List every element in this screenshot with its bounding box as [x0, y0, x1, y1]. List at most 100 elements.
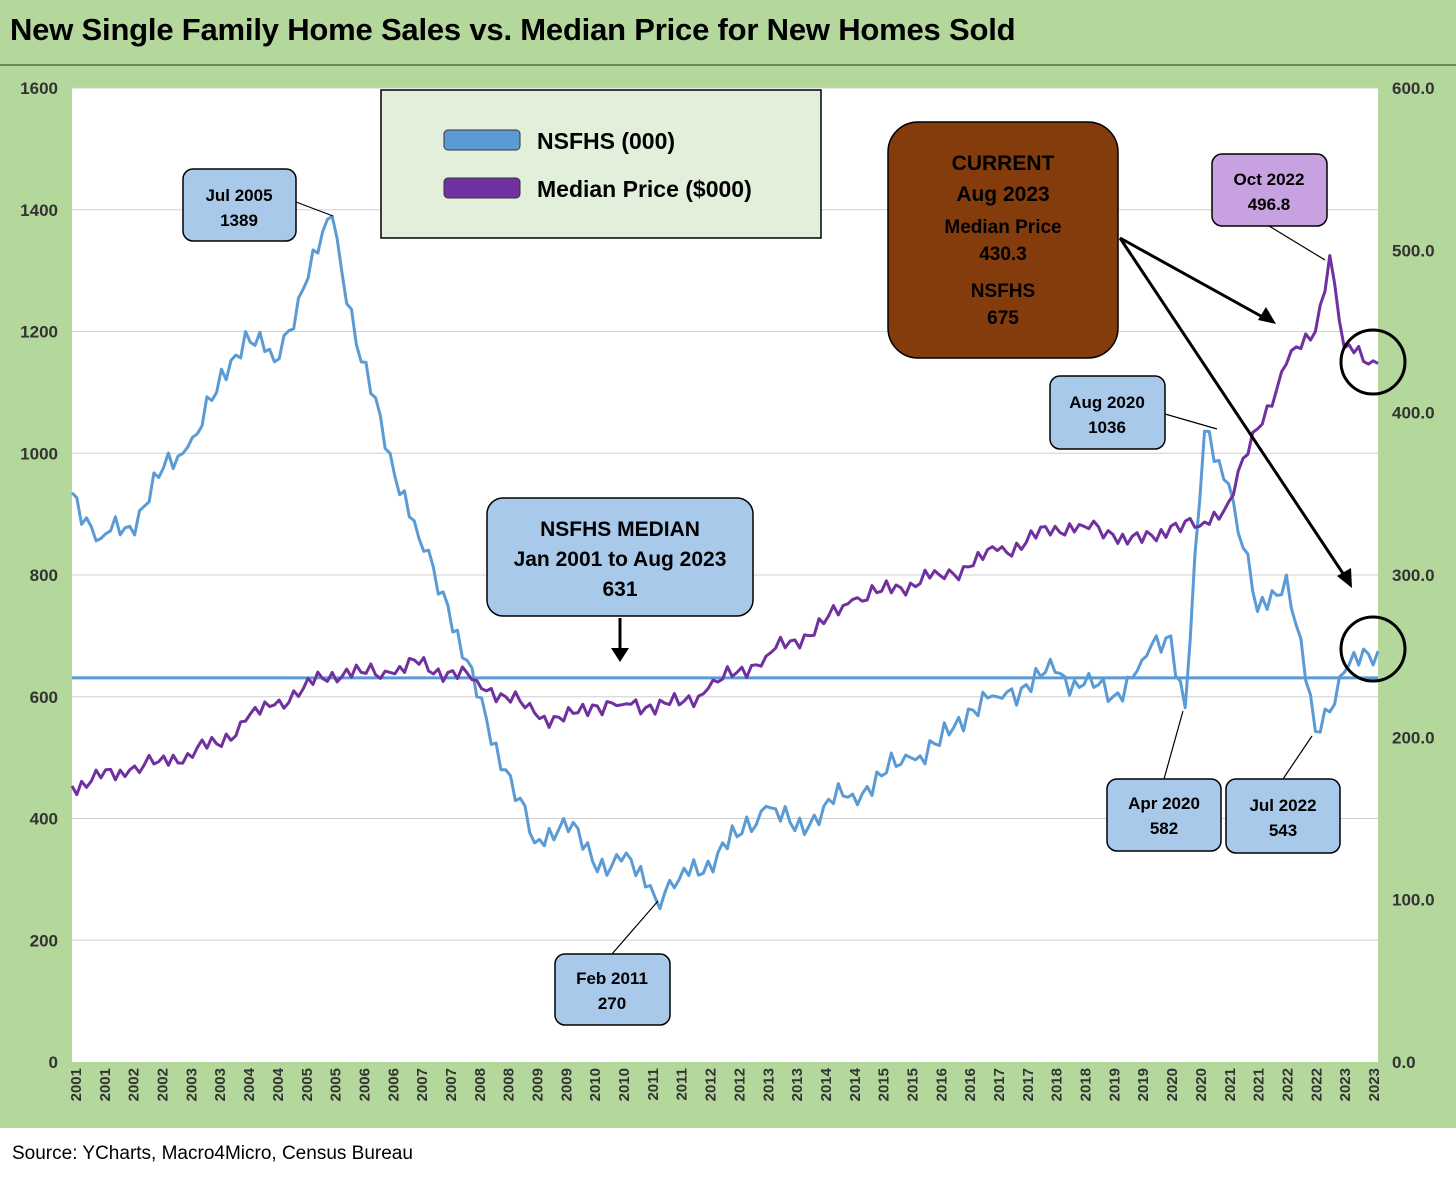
x-tick-label: 2016 [962, 1068, 979, 1101]
x-tick-label: 2009 [530, 1068, 547, 1101]
x-tick-label: 2021 [1251, 1068, 1268, 1101]
callout-aug2020 [1049, 375, 1166, 450]
x-tick-label: 2023 [1366, 1068, 1383, 1101]
x-tick-label: 2016 [933, 1068, 950, 1101]
y-left-tick-label: 0 [49, 1053, 58, 1072]
y-left-tick-label: 1400 [20, 201, 58, 220]
callout-leader [1163, 710, 1184, 780]
arrow-head [611, 648, 629, 662]
y-left-tick-label: 800 [30, 566, 58, 585]
x-tick-label: 2003 [212, 1068, 229, 1101]
x-tick-label: 2017 [991, 1068, 1008, 1101]
x-tick-label: 2007 [443, 1068, 460, 1101]
callout-arrow [1119, 236, 1269, 322]
callout-label: Feb 2011 [576, 969, 648, 988]
x-tick-label: 2007 [414, 1068, 431, 1101]
x-tick-label: 2005 [328, 1068, 345, 1101]
y-left-tick-label: 1600 [20, 79, 58, 98]
x-tick-label: 2006 [356, 1068, 373, 1101]
x-tick-label: 2022 [1279, 1068, 1296, 1101]
x-tick-label: 2008 [501, 1068, 518, 1101]
callout-oct2022 [1211, 153, 1328, 227]
callout-apr2020 [1106, 778, 1222, 852]
x-tick-label: 2012 [703, 1068, 720, 1101]
highlight-circle-sales [1339, 615, 1407, 683]
arrow-head [1337, 568, 1352, 588]
callout-value: 1389 [220, 211, 258, 230]
x-tick-label: 2001 [97, 1068, 114, 1101]
x-tick-label: 2014 [847, 1067, 864, 1101]
x-tick-label: 2015 [904, 1068, 921, 1101]
x-tick-label: 2017 [1020, 1068, 1037, 1101]
x-tick-label: 2002 [155, 1068, 172, 1101]
left-axis-ticks: 0 200 400 600 800 1000 1200 1400 1600 [20, 79, 58, 1072]
x-axis-ticks: 2001 2001 2002 2002 2003 2003 2004 2004 2005 2005… [68, 1067, 1383, 1101]
series-line-median-price [70, 254, 1379, 797]
callout-leader [295, 201, 334, 217]
x-tick-label: 2023 [1337, 1068, 1354, 1101]
x-tick-label: 2004 [270, 1067, 287, 1101]
arrow-head [1258, 307, 1276, 324]
x-tick-label: 2012 [731, 1068, 748, 1101]
callout-value: 631 [602, 578, 637, 601]
x-tick-label: 2011 [674, 1068, 691, 1101]
y-left-tick-label: 600 [30, 688, 58, 707]
x-tick-label: 2014 [818, 1067, 835, 1101]
callout-current-text: NSFHS [971, 281, 1035, 302]
legend-box [380, 89, 822, 239]
series-lines [70, 214, 1380, 911]
x-tick-label: 2021 [1222, 1068, 1239, 1101]
y-right-tick-label: 600.0 [1392, 79, 1435, 98]
x-tick-label: 2009 [558, 1068, 575, 1101]
callout-leader [1164, 413, 1218, 430]
callout-label: NSFHS MEDIAN [540, 518, 700, 541]
callout-median [486, 497, 754, 617]
chart-panel: 0 200 400 600 800 1000 1200 1400 1600 0.0 100.0 20… [0, 66, 1456, 1128]
callout-label: Jan 2001 to Aug 2023 [514, 548, 727, 571]
callout-leader [611, 900, 659, 955]
right-axis-ticks: 0.0 100.0 200.0 300.0 400.0 500.0 600.0 [1392, 79, 1435, 1072]
x-tick-label: 2015 [876, 1068, 893, 1101]
callout-current-text: CURRENT [952, 152, 1055, 175]
callout-jul2005 [182, 168, 297, 242]
legend-swatch [443, 129, 521, 151]
title-bar: New Single Family Home Sales vs. Median … [0, 0, 1456, 66]
legend-label: NSFHS (000) [537, 128, 675, 154]
y-right-tick-label: 400.0 [1392, 404, 1435, 423]
x-tick-label: 2011 [645, 1068, 662, 1101]
callout-value: 543 [1269, 821, 1297, 840]
y-right-tick-label: 300.0 [1392, 566, 1435, 585]
x-tick-label: 2004 [241, 1067, 258, 1101]
x-tick-label: 2010 [587, 1068, 604, 1101]
legend-swatch [443, 177, 521, 199]
callout-jul2022 [1225, 778, 1341, 854]
highlight-circle-price [1339, 328, 1407, 396]
x-tick-label: 2019 [1135, 1068, 1152, 1101]
callout-feb2011 [554, 953, 671, 1026]
x-tick-label: 2018 [1078, 1068, 1095, 1101]
x-tick-label: 2022 [1308, 1068, 1325, 1101]
y-left-tick-label: 1200 [20, 323, 58, 342]
x-tick-label: 2020 [1164, 1068, 1181, 1101]
x-tick-label: 2010 [616, 1068, 633, 1101]
x-tick-label: 2003 [183, 1068, 200, 1101]
y-left-tick-label: 400 [30, 810, 58, 829]
x-tick-label: 2006 [385, 1068, 402, 1101]
callout-label: Jul 2005 [205, 186, 272, 205]
y-left-tick-label: 1000 [20, 444, 58, 463]
callout-arrow [1118, 237, 1348, 579]
callout-label: Aug 2020 [1069, 393, 1145, 412]
y-right-tick-label: 100.0 [1392, 891, 1435, 910]
x-tick-label: 2001 [68, 1068, 85, 1101]
x-tick-label: 2013 [760, 1068, 777, 1101]
x-tick-label: 2002 [126, 1068, 143, 1101]
chart-svg: 0 200 400 600 800 1000 1200 1400 1600 0.0 100.0 20… [20, 79, 1435, 1101]
source-note: Source: YCharts, Macro4Micro, Census Bur… [12, 1143, 413, 1164]
series-line-nsfhs [70, 214, 1380, 911]
x-tick-label: 2008 [472, 1068, 489, 1101]
callout-label: Apr 2020 [1128, 794, 1200, 813]
annotations: NSFHS (000) Median Price ($000) Jul 2005 13… [182, 89, 1407, 1026]
x-tick-label: 2019 [1106, 1068, 1123, 1101]
callout-label: Oct 2022 [1234, 170, 1305, 189]
callout-value: 496.8 [1248, 195, 1291, 214]
